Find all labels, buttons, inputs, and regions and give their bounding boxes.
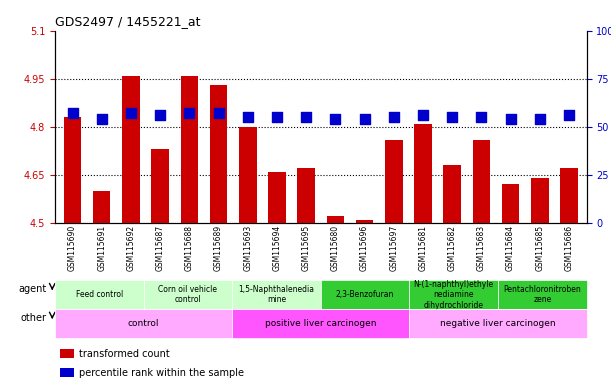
Bar bbox=[181, 76, 198, 223]
Point bbox=[447, 114, 457, 120]
Text: 1,5-Naphthalenedia
mine: 1,5-Naphthalenedia mine bbox=[238, 285, 315, 305]
FancyBboxPatch shape bbox=[321, 280, 409, 309]
Point bbox=[506, 116, 516, 122]
Text: GSM115681: GSM115681 bbox=[419, 225, 428, 271]
Bar bbox=[560, 168, 578, 223]
Point bbox=[389, 114, 399, 120]
Point bbox=[214, 110, 224, 116]
Text: GSM115684: GSM115684 bbox=[506, 225, 515, 271]
Text: transformed count: transformed count bbox=[79, 349, 170, 359]
Bar bbox=[473, 139, 490, 223]
Bar bbox=[239, 127, 257, 223]
Point bbox=[126, 110, 136, 116]
Point bbox=[535, 116, 545, 122]
Text: positive liver carcinogen: positive liver carcinogen bbox=[265, 319, 376, 328]
Point bbox=[155, 112, 165, 118]
Bar bbox=[122, 76, 140, 223]
Text: GSM115693: GSM115693 bbox=[243, 225, 252, 271]
Bar bbox=[152, 149, 169, 223]
Text: GSM115695: GSM115695 bbox=[302, 225, 310, 271]
Text: control: control bbox=[128, 319, 159, 328]
Text: GSM115682: GSM115682 bbox=[448, 225, 456, 271]
Point bbox=[477, 114, 486, 120]
Text: Pentachloronitroben
zene: Pentachloronitroben zene bbox=[503, 285, 581, 305]
Bar bbox=[210, 85, 227, 223]
FancyBboxPatch shape bbox=[55, 280, 144, 309]
Text: agent: agent bbox=[18, 284, 46, 294]
Bar bbox=[268, 172, 286, 223]
Text: GSM115688: GSM115688 bbox=[185, 225, 194, 271]
Text: GSM115692: GSM115692 bbox=[126, 225, 136, 271]
Text: GSM115689: GSM115689 bbox=[214, 225, 223, 271]
Text: GSM115685: GSM115685 bbox=[535, 225, 544, 271]
Text: GSM115691: GSM115691 bbox=[97, 225, 106, 271]
Text: GSM115697: GSM115697 bbox=[389, 225, 398, 271]
Text: 2,3-Benzofuran: 2,3-Benzofuran bbox=[336, 290, 394, 299]
Point bbox=[68, 110, 78, 116]
Bar bbox=[298, 168, 315, 223]
Bar bbox=[356, 220, 373, 223]
Point bbox=[97, 116, 106, 122]
FancyBboxPatch shape bbox=[144, 280, 232, 309]
FancyBboxPatch shape bbox=[409, 309, 587, 338]
Point bbox=[185, 110, 194, 116]
FancyBboxPatch shape bbox=[232, 280, 321, 309]
Bar bbox=[60, 349, 73, 358]
Point bbox=[301, 114, 311, 120]
Point bbox=[243, 114, 252, 120]
Bar bbox=[60, 368, 73, 377]
Text: GSM115690: GSM115690 bbox=[68, 225, 77, 271]
Text: GSM115687: GSM115687 bbox=[156, 225, 164, 271]
Text: GSM115686: GSM115686 bbox=[565, 225, 574, 271]
Bar bbox=[414, 124, 432, 223]
FancyBboxPatch shape bbox=[232, 309, 409, 338]
Text: GDS2497 / 1455221_at: GDS2497 / 1455221_at bbox=[55, 15, 200, 28]
Text: GSM115683: GSM115683 bbox=[477, 225, 486, 271]
Bar bbox=[444, 165, 461, 223]
FancyBboxPatch shape bbox=[498, 280, 587, 309]
Point bbox=[360, 116, 370, 122]
Text: negative liver carcinogen: negative liver carcinogen bbox=[440, 319, 556, 328]
FancyBboxPatch shape bbox=[55, 309, 232, 338]
Text: Feed control: Feed control bbox=[76, 290, 123, 299]
Bar bbox=[385, 139, 403, 223]
Text: GSM115694: GSM115694 bbox=[273, 225, 282, 271]
Point bbox=[331, 116, 340, 122]
Bar bbox=[93, 191, 111, 223]
Text: GSM115696: GSM115696 bbox=[360, 225, 369, 271]
Bar bbox=[64, 117, 81, 223]
Text: Corn oil vehicle
control: Corn oil vehicle control bbox=[158, 285, 218, 305]
Text: GSM115680: GSM115680 bbox=[331, 225, 340, 271]
Text: other: other bbox=[21, 313, 46, 323]
Point bbox=[418, 112, 428, 118]
Bar bbox=[327, 216, 344, 223]
FancyBboxPatch shape bbox=[409, 280, 498, 309]
Point bbox=[564, 112, 574, 118]
Text: N-(1-naphthyl)ethyle
nediamine
dihydrochloride: N-(1-naphthyl)ethyle nediamine dihydroch… bbox=[414, 280, 494, 310]
Bar bbox=[502, 184, 519, 223]
Point bbox=[272, 114, 282, 120]
Text: percentile rank within the sample: percentile rank within the sample bbox=[79, 368, 244, 378]
Bar bbox=[531, 178, 549, 223]
